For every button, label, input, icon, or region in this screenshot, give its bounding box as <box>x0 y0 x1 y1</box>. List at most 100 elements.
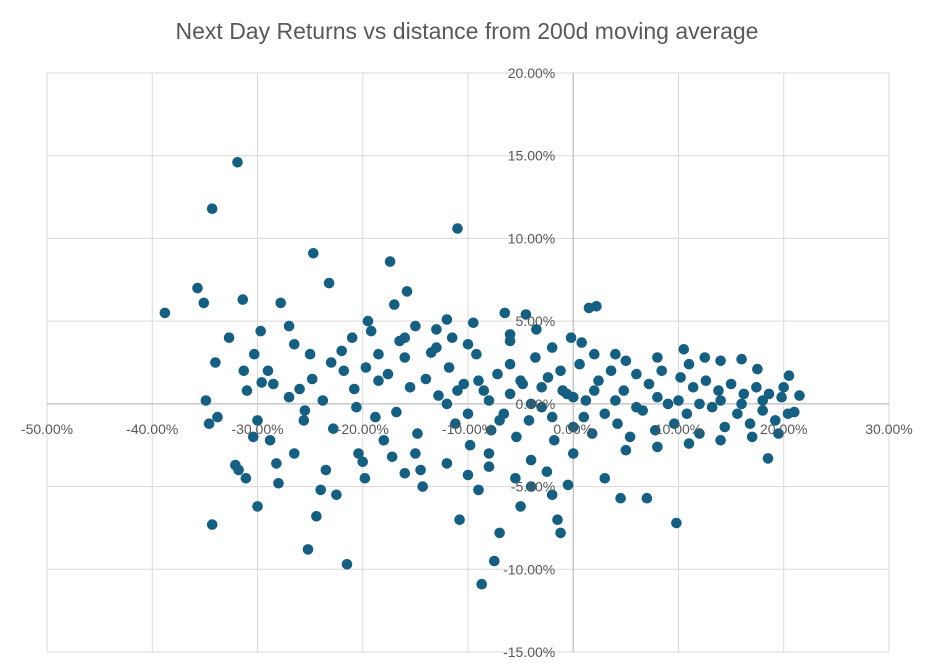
x-tick-label: -50.00% <box>21 421 73 437</box>
data-point <box>238 365 250 377</box>
y-tick-label: -5.00% <box>511 479 555 495</box>
data-point <box>458 378 470 390</box>
data-point <box>593 375 604 387</box>
data-point <box>412 428 423 439</box>
data-point <box>694 428 705 439</box>
data-point <box>605 365 617 377</box>
data-point <box>410 448 421 459</box>
data-point <box>673 395 684 406</box>
data-point <box>420 373 432 385</box>
data-point <box>557 385 568 396</box>
data-point <box>504 358 516 370</box>
data-point <box>415 464 426 476</box>
x-tick-label: 30.00% <box>865 421 912 437</box>
data-point <box>776 391 787 403</box>
data-point <box>450 418 461 430</box>
data-point <box>763 388 775 400</box>
data-point <box>492 368 503 380</box>
y-tick-label: -15.00% <box>503 644 555 660</box>
data-point <box>485 425 497 436</box>
data-point <box>515 375 526 387</box>
data-point <box>546 411 558 423</box>
data-point <box>681 408 693 420</box>
data-point <box>349 383 360 395</box>
data-point <box>562 479 574 491</box>
data-point <box>240 473 252 484</box>
x-tick-label: 10.00% <box>655 421 702 437</box>
data-points <box>159 157 805 590</box>
data-point <box>373 348 384 360</box>
data-point <box>264 435 276 446</box>
data-point <box>446 332 458 344</box>
data-point <box>536 401 547 413</box>
data-point <box>751 382 762 393</box>
data-point <box>549 435 560 446</box>
data-point <box>462 339 474 350</box>
data-point <box>317 395 329 406</box>
data-point <box>610 348 621 360</box>
data-point <box>289 339 300 350</box>
data-point <box>325 357 337 368</box>
data-point <box>652 441 663 453</box>
data-point <box>386 451 398 463</box>
data-point <box>401 286 413 297</box>
data-point <box>232 157 243 168</box>
data-point <box>568 391 579 403</box>
data-point <box>736 398 747 410</box>
data-point <box>473 484 484 496</box>
data-point <box>404 382 416 393</box>
data-point <box>206 519 218 530</box>
data-point <box>589 385 600 396</box>
data-point <box>580 395 592 406</box>
data-point <box>454 514 465 525</box>
data-point <box>515 501 526 512</box>
x-tick-label: 0.00% <box>553 421 593 437</box>
data-point <box>757 395 768 406</box>
data-point <box>555 527 566 539</box>
data-point <box>294 383 305 395</box>
data-point <box>441 458 453 469</box>
data-point <box>523 415 535 426</box>
data-point <box>262 365 274 377</box>
data-point <box>783 370 795 382</box>
data-point <box>198 297 210 309</box>
data-point <box>391 406 402 418</box>
y-tick-label: 10.00% <box>508 230 555 246</box>
data-point <box>268 378 279 390</box>
data-point <box>499 307 511 319</box>
data-point <box>233 464 244 476</box>
data-point <box>399 468 411 479</box>
data-point <box>683 358 695 370</box>
tick-labels: -50.00% -40.00% -30.00% -20.00% -10.00% 0.00%… <box>21 65 913 660</box>
data-point <box>483 461 495 473</box>
data-point <box>725 378 737 390</box>
data-point <box>568 448 579 459</box>
data-point <box>631 401 642 413</box>
data-point <box>378 435 390 446</box>
data-point <box>431 324 442 335</box>
data-point <box>464 439 476 451</box>
data-point <box>683 438 695 449</box>
data-point <box>370 411 381 423</box>
data-point <box>599 473 611 484</box>
data-point <box>271 458 282 469</box>
data-point <box>525 398 537 410</box>
data-point <box>652 391 663 403</box>
data-point <box>248 431 259 443</box>
data-point <box>586 428 598 439</box>
data-point <box>252 501 263 512</box>
data-point <box>652 352 663 363</box>
data-point <box>223 332 235 344</box>
data-point <box>620 355 632 367</box>
data-point <box>574 358 585 370</box>
data-point <box>699 352 711 363</box>
data-point <box>770 415 781 426</box>
data-point <box>589 348 600 360</box>
x-tick-label: -40.00% <box>126 421 178 437</box>
data-point <box>336 345 348 357</box>
data-point <box>346 332 358 344</box>
data-point <box>237 294 249 305</box>
data-point <box>323 277 335 289</box>
data-point <box>206 203 218 214</box>
data-point <box>468 317 479 329</box>
